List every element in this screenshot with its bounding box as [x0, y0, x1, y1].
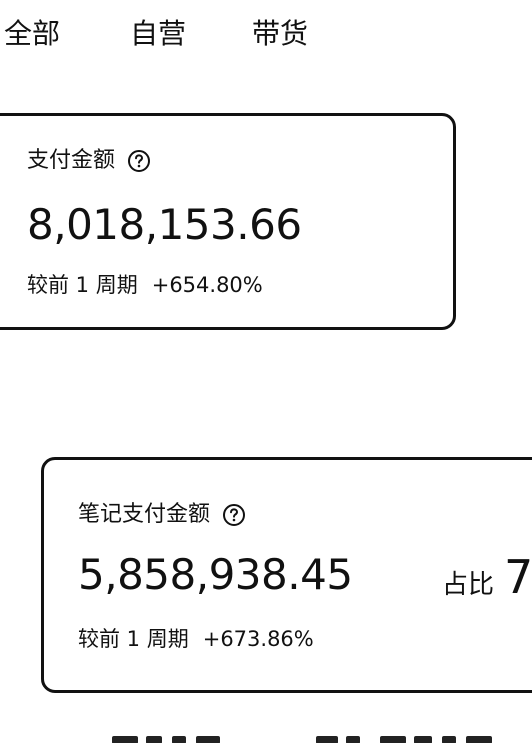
compare-label: 较前 1 周期	[27, 273, 138, 297]
card-title-row: 笔记支付金额	[78, 500, 246, 530]
share-row: 占比 7	[442, 552, 532, 605]
tab-self-operated[interactable]: 自营	[130, 17, 187, 50]
compare-value: +673.86%	[202, 627, 314, 651]
payment-amount-value: 8,018,153.66	[27, 200, 302, 249]
payment-amount-card: 支付金额 8,018,153.66 较前 1 周期 +654.80%	[0, 113, 456, 330]
compare-value: +654.80%	[151, 273, 263, 297]
note-payment-amount-value: 5,858,938.45	[78, 550, 353, 599]
share-label: 占比	[442, 570, 495, 600]
tab-all[interactable]: 全部	[4, 17, 61, 50]
period-compare-row: 较前 1 周期 +673.86%	[78, 625, 314, 653]
compare-label: 较前 1 周期	[78, 627, 189, 651]
card-title: 笔记支付金额	[78, 502, 211, 527]
cut-off-content-row	[0, 728, 532, 743]
question-circle-icon[interactable]	[222, 503, 246, 527]
tab-carry-goods[interactable]: 带货	[252, 17, 309, 50]
question-circle-icon[interactable]	[127, 149, 151, 173]
card-title: 支付金额	[27, 148, 116, 173]
card-title-row: 支付金额	[27, 146, 151, 176]
note-payment-amount-card: 笔记支付金额 5,858,938.45 较前 1 周期 +673.86% 占比 7	[41, 457, 532, 693]
period-compare-row: 较前 1 周期 +654.80%	[27, 271, 263, 299]
share-value: 7	[504, 550, 532, 604]
